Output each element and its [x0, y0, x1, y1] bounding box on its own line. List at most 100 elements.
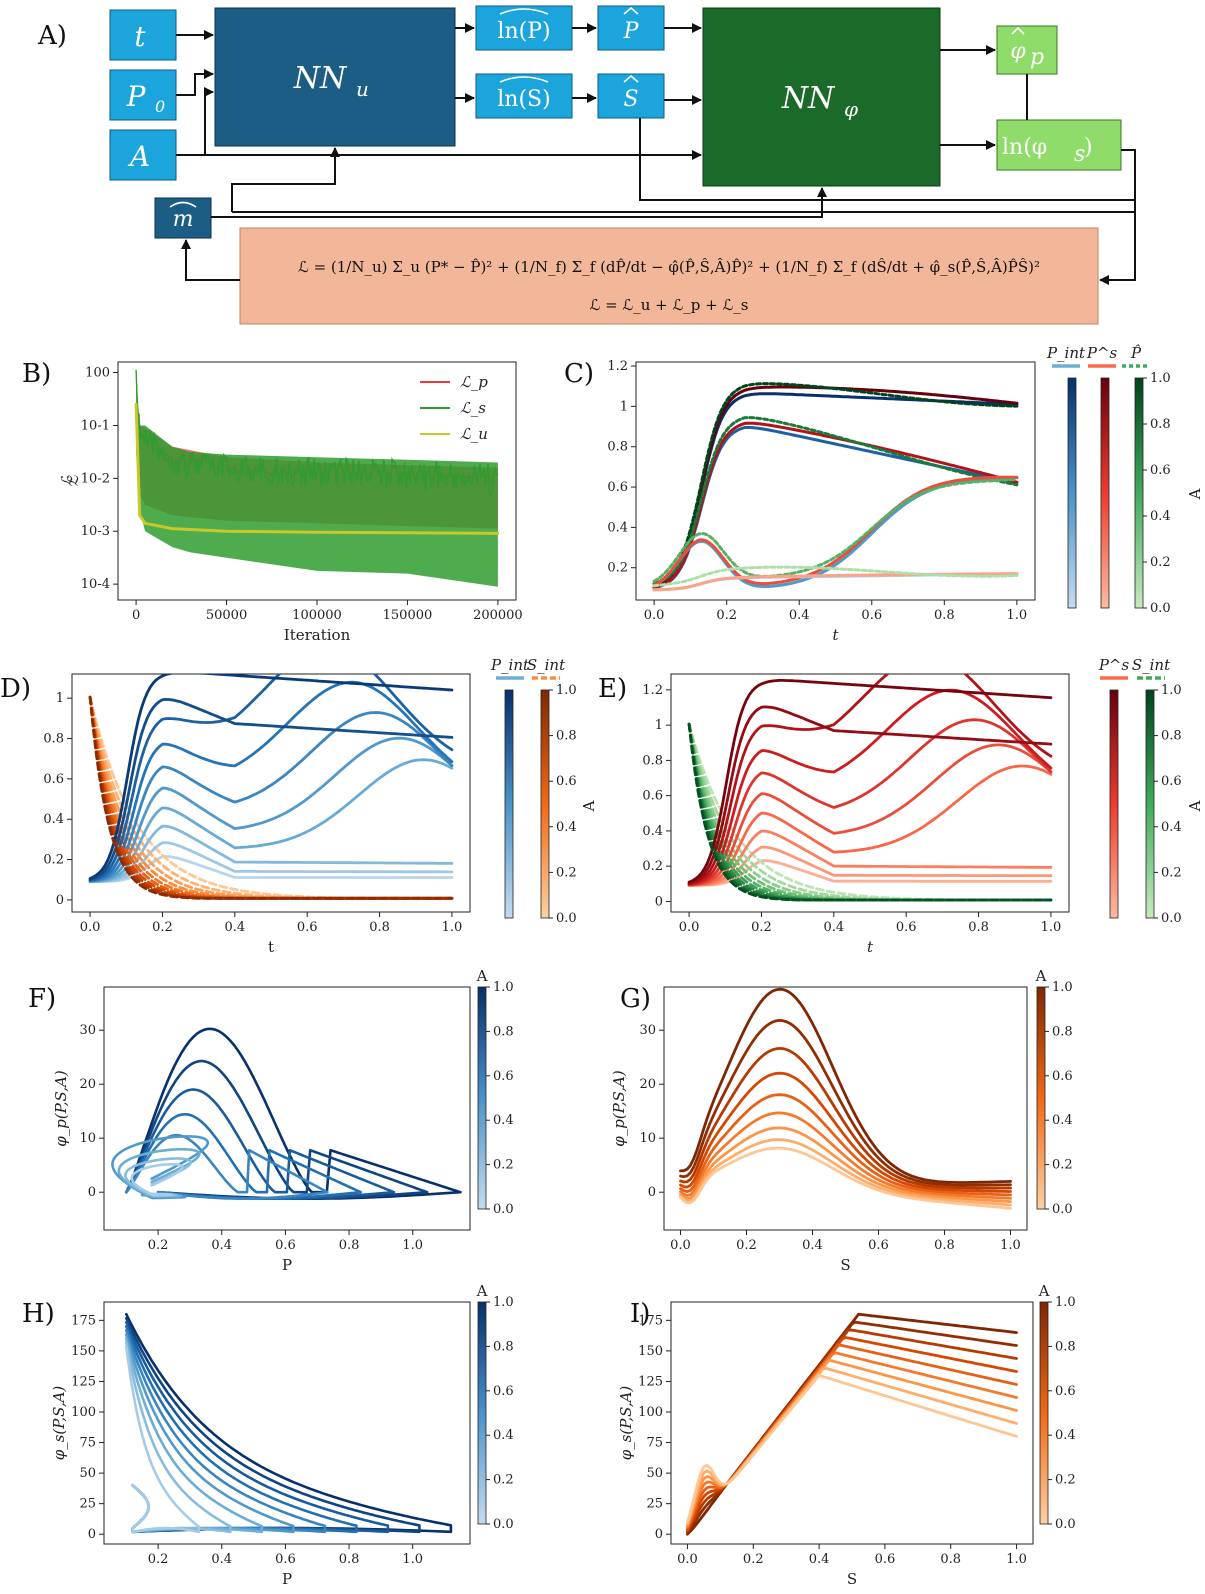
colorbar-tick-label: 0.8 [556, 729, 577, 744]
e-p-s [687, 718, 1053, 887]
input-p0-subscript: 0 [155, 97, 165, 116]
colorbar-tick-label: 1.0 [1150, 371, 1171, 386]
colorbar-tick-label: 0.6 [1052, 1069, 1073, 1084]
colorbar-legend-title: P^s [1086, 344, 1118, 362]
colorbar-label: A [476, 1282, 488, 1300]
y-tick-label: 10-4 [81, 577, 110, 592]
y-tick-label: 75 [646, 1436, 663, 1451]
f-curve [125, 1133, 329, 1200]
panel-label-i: I) [630, 1299, 650, 1329]
s-hat-accent [623, 74, 639, 83]
y-axis-label: φ_p(P,S,A) [52, 1070, 70, 1147]
g-curve [679, 1126, 1012, 1203]
x-tick-label: 0.8 [934, 1238, 955, 1253]
x-tick-label: 50000 [206, 608, 247, 623]
log-s-hat [499, 76, 549, 83]
chart-B: 0 50000 100000 150000 200000 Iteration ℒ 10-4 10… [58, 361, 523, 644]
x-tick-label: 0.2 [743, 1552, 764, 1567]
x-tick-label: 0.2 [736, 1238, 757, 1253]
loss-equation-1: ℒ = (1/N_u) Σ_u (P* − P̂)² + (1/N_f) Σ_f… [298, 258, 1040, 276]
colorbar-tick-label: 0.8 [493, 1024, 514, 1039]
g-curve [679, 1138, 1012, 1207]
colorbar-c-red [1100, 377, 1110, 609]
chart-H: 0.2 0.4 0.6 0.8 1.0 0 25 50 75 100 125 150 175 Pφ_s(P… [50, 1301, 471, 1588]
colorbar-tick-label: 0.6 [1055, 1384, 1076, 1399]
y-tick-label: 50 [79, 1466, 96, 1481]
y-tick-label: 100 [638, 1405, 663, 1420]
x-tick-label: 0.8 [940, 1552, 961, 1567]
y-tick-label: 0.8 [43, 732, 64, 747]
e-p-s [687, 678, 1053, 884]
g-curve [679, 1111, 1012, 1200]
y-tick-label: 0.4 [607, 520, 628, 535]
colorbar-tick-label: 0.2 [1150, 555, 1171, 570]
d-p-int [88, 711, 454, 883]
diagram-arrows [176, 23, 1136, 285]
e-p-s [687, 705, 1053, 885]
x-axis-label: S [840, 1256, 850, 1274]
colorbar-tick-label: 0.6 [1161, 774, 1182, 789]
y-tick-label: 0.4 [642, 824, 663, 839]
y-tick-label: 10-3 [81, 524, 110, 539]
y-tick-label: 0 [655, 1527, 663, 1542]
panel-label-f: F) [28, 984, 56, 1014]
x-axis-label: P [282, 1256, 292, 1274]
y-tick-label: 0 [88, 1185, 96, 1200]
y-tick-label: 125 [638, 1374, 663, 1389]
colorbar-tick-label: 0.4 [1052, 1113, 1073, 1128]
colorbar-i: 0.0 0.2 0.4 0.6 0.8 1.0 A [1038, 1282, 1076, 1532]
x-tick-label: 0.2 [751, 920, 772, 935]
y-tick-label: 100 [85, 366, 110, 381]
panel-label-d: D) [0, 674, 31, 704]
colorbar-h: 0.0 0.2 0.4 0.6 0.8 1.0 A [476, 1282, 514, 1532]
log-s-label: ln(S) [497, 87, 550, 112]
log-p-hat [499, 8, 549, 15]
colorbar-tick-label: 0.2 [1161, 865, 1182, 880]
colorbar-tick-label: 0.4 [556, 820, 577, 835]
x-axis-label: S [847, 1570, 857, 1588]
y-tick-label: 175 [638, 1313, 663, 1328]
legend-label: ℒ_s [460, 399, 486, 417]
colorbar-tick-label: 0.0 [556, 911, 577, 926]
m-hat-accent [169, 201, 197, 208]
colorbar-c-green: 0.0 0.2 0.4 0.6 0.8 1.0 [1134, 371, 1171, 616]
x-tick-label: 0.2 [152, 920, 173, 935]
loss-line-u [134, 402, 500, 535]
panel-a-diagram: A) t P 0 A NN u ln(P) ln(S) P S NN φ φ [37, 5, 1136, 325]
colorbar-label: A [476, 967, 488, 985]
d-p-int [88, 758, 454, 883]
g-curve [679, 1047, 1012, 1190]
chart-F: 0.2 0.4 0.6 0.8 1.0 0 10 20 30 Pφ_p(P,S,A) [52, 986, 471, 1274]
plot-lines [686, 1312, 1018, 1536]
g-curve [679, 987, 1012, 1184]
nn-phi-box [702, 7, 941, 187]
g-curve [679, 1093, 1012, 1197]
p-hat-box [597, 5, 665, 51]
x-tick-label: 0.6 [896, 920, 917, 935]
x-axis-label: t [268, 938, 274, 956]
colorbar-tick-label: 0.6 [493, 1384, 514, 1399]
y-axis-label: ℒ [64, 474, 82, 486]
colorbar-gradient [1067, 377, 1077, 609]
colorbar-tick-label: 1.0 [1055, 1295, 1076, 1310]
x-tick-label: 1.0 [402, 1238, 423, 1253]
log-p-box [475, 5, 573, 51]
x-tick-label: 0.8 [339, 1552, 360, 1567]
x-axis-label: Iteration [284, 626, 351, 644]
f-curve [130, 1162, 184, 1197]
colorbar-tick-label: 0.4 [1161, 820, 1182, 835]
colorbar-tick-label: 0.8 [493, 1339, 514, 1354]
y-tick-label: 0.8 [642, 753, 663, 768]
m-hat-label: m [173, 207, 194, 232]
input-p0-label: P [126, 80, 147, 113]
p-hat-label: P [623, 19, 640, 44]
e-p-s [687, 829, 1053, 887]
colorbar-tick-label: 0.4 [1055, 1428, 1076, 1443]
y-tick-label: 100 [71, 1405, 96, 1420]
panel-label-b: B) [22, 359, 51, 389]
d-p-int [88, 736, 454, 883]
x-tick-label: 0.4 [224, 920, 245, 935]
y-tick-label: 25 [79, 1497, 96, 1512]
y-axis-label: φ_s(P,S,A) [617, 1386, 635, 1461]
